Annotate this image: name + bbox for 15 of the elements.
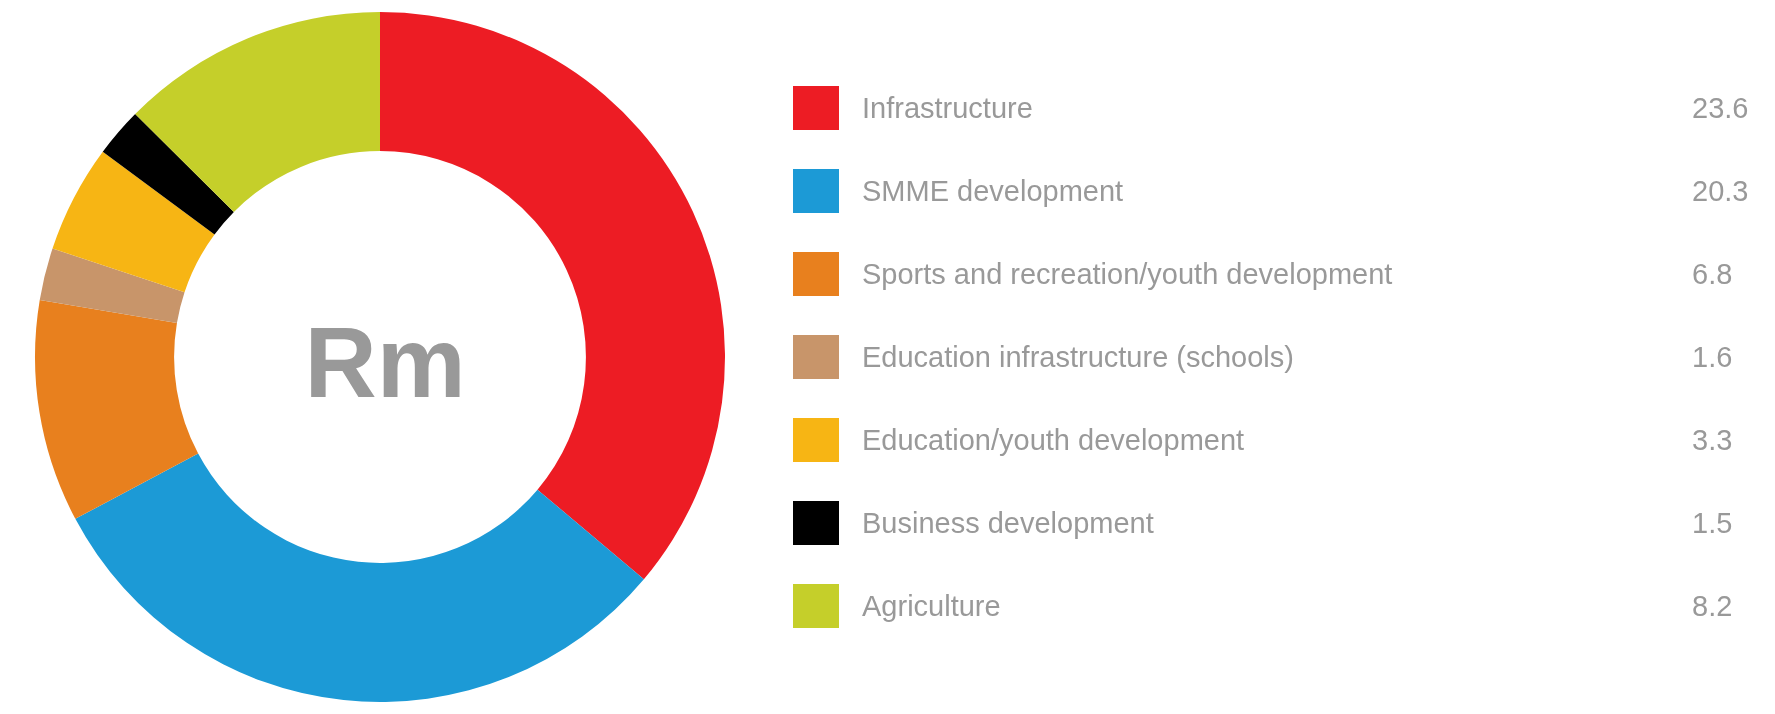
text: Rm bbox=[304, 306, 466, 418]
legend-label: SMME development bbox=[862, 175, 1124, 207]
legend-label: Business development bbox=[862, 507, 1154, 539]
legend-label: Education infrastructure (schools) bbox=[862, 341, 1294, 373]
legend-label: Education/youth development bbox=[862, 424, 1245, 456]
legend-label: Sports and recreation/youth development bbox=[862, 258, 1393, 290]
data-label: 1.5 bbox=[1692, 507, 1733, 539]
data-label: 8.2 bbox=[1692, 590, 1733, 622]
data-label: 23.6 bbox=[1692, 92, 1749, 124]
data-label: 1.6 bbox=[1692, 341, 1733, 373]
data-label: 3.3 bbox=[1692, 424, 1733, 456]
legend-label: Infrastructure bbox=[862, 92, 1033, 124]
data-label: 20.3 bbox=[1692, 175, 1749, 207]
data-label: 6.8 bbox=[1692, 258, 1733, 290]
legend-label: Agriculture bbox=[862, 590, 1001, 622]
